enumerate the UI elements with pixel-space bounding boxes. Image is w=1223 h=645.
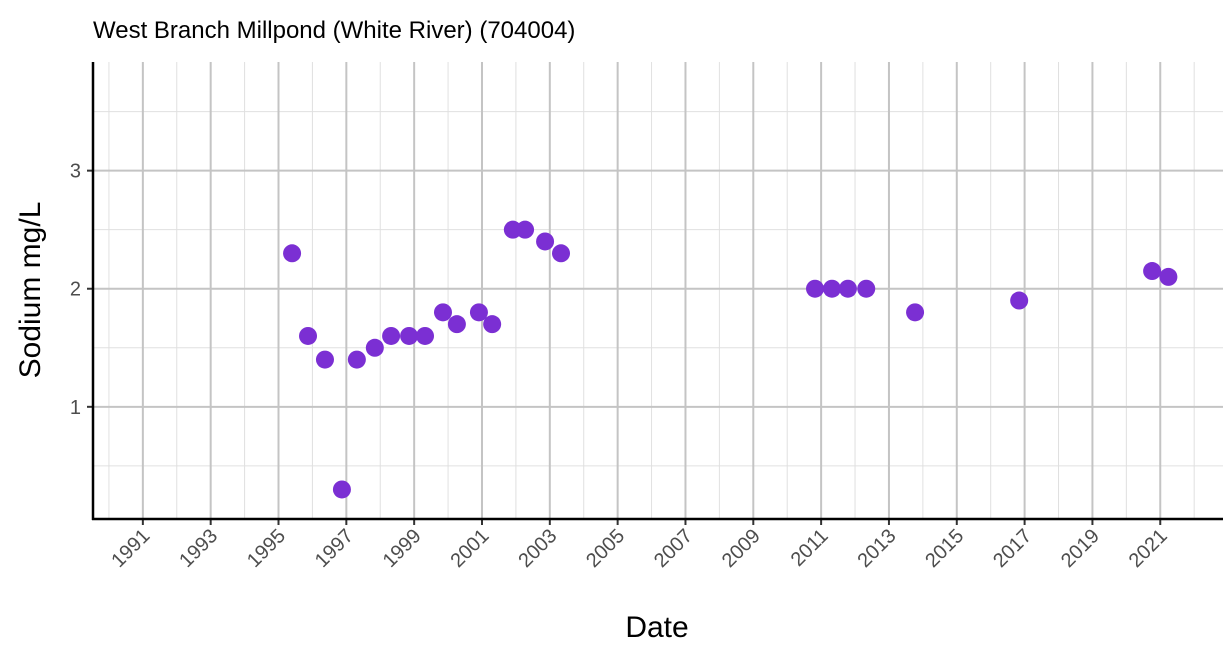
x-tick-label: 2003 <box>514 525 561 572</box>
x-tick-label: 1995 <box>243 525 290 572</box>
point <box>1010 291 1029 310</box>
point <box>416 326 435 345</box>
point <box>1159 267 1178 286</box>
point <box>400 326 419 345</box>
point <box>536 232 555 251</box>
x-tick-label: 2019 <box>1057 525 1104 572</box>
x-tick-label: 1999 <box>379 525 426 572</box>
x-tick-label: 2017 <box>989 525 1036 572</box>
point <box>283 244 302 263</box>
point <box>332 480 351 499</box>
point <box>299 326 318 345</box>
point <box>806 279 825 298</box>
point <box>822 279 841 298</box>
point <box>483 315 502 334</box>
y-axis-label: Sodium mg/L <box>14 202 47 379</box>
x-tick-label: 2011 <box>787 525 833 571</box>
x-tick-label: 2021 <box>1125 525 1172 572</box>
x-tick-label: 2007 <box>650 525 697 572</box>
point <box>552 244 571 263</box>
x-tick-label: 1991 <box>107 525 154 572</box>
x-tick-label: 1997 <box>311 525 358 572</box>
x-tick-label: 2009 <box>718 525 765 572</box>
point <box>838 279 857 298</box>
point <box>857 279 876 298</box>
x-tick-label: 2013 <box>853 525 900 572</box>
x-tick-label: 1993 <box>175 525 222 572</box>
y-tick-label: 3 <box>70 161 81 183</box>
y-tick-label: 1 <box>70 397 81 419</box>
x-tick-label: 2005 <box>582 525 629 572</box>
x-axis-label: Date <box>625 611 688 644</box>
point <box>347 350 366 369</box>
x-tick-label: 2015 <box>921 525 968 572</box>
y-tick-label: 2 <box>70 279 81 301</box>
point <box>365 338 384 357</box>
chart-title: West Branch Millpond (White River) (7040… <box>93 17 575 44</box>
x-tick-label: 2001 <box>447 525 494 572</box>
point <box>315 350 334 369</box>
point <box>516 220 535 239</box>
point <box>433 303 452 322</box>
point <box>906 303 925 322</box>
point <box>1143 262 1162 281</box>
point <box>447 315 466 334</box>
point <box>382 326 401 345</box>
point <box>469 303 488 322</box>
